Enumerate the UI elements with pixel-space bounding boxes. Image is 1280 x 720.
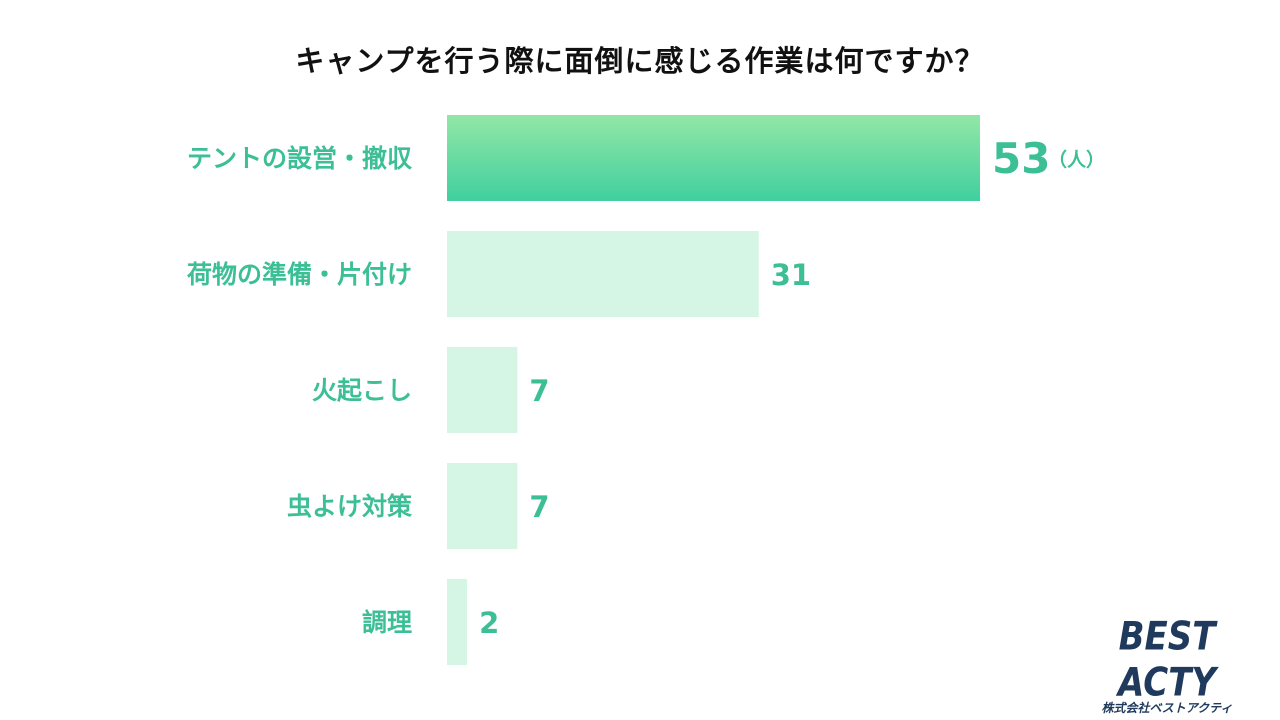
- bar: [447, 347, 518, 433]
- bars-group: テントの設営・撤収 53（人） 荷物の準備・片付け 31 火起こし 7 虫よけ対策 7 調理 2: [187, 115, 1105, 665]
- value-label: 31: [771, 258, 811, 292]
- category-label: 火起こし: [312, 376, 412, 405]
- category-label: テントの設営・撤収: [187, 144, 413, 173]
- bar: [447, 463, 518, 549]
- category-label: 虫よけ対策: [287, 492, 413, 521]
- category-label: 荷物の準備・片付け: [187, 260, 412, 289]
- bar: [447, 115, 980, 201]
- value-label: 7: [529, 490, 549, 524]
- brand-subtitle: 株式会社ベストアクティ: [1101, 701, 1233, 715]
- value-label: 2: [479, 606, 499, 640]
- bar: [447, 231, 759, 317]
- brand-name: BEST ACTY: [1117, 614, 1217, 706]
- unit-label: （人）: [1048, 148, 1105, 171]
- brand-logo: BEST ACTY 株式会社ベストアクティ: [1072, 614, 1262, 716]
- category-label: 調理: [362, 608, 412, 637]
- value-label: 53: [992, 134, 1050, 183]
- bar: [447, 579, 468, 665]
- value-label: 7: [529, 374, 549, 408]
- chart-title: キャンプを行う際に面倒に感じる作業は何ですか？: [295, 44, 985, 78]
